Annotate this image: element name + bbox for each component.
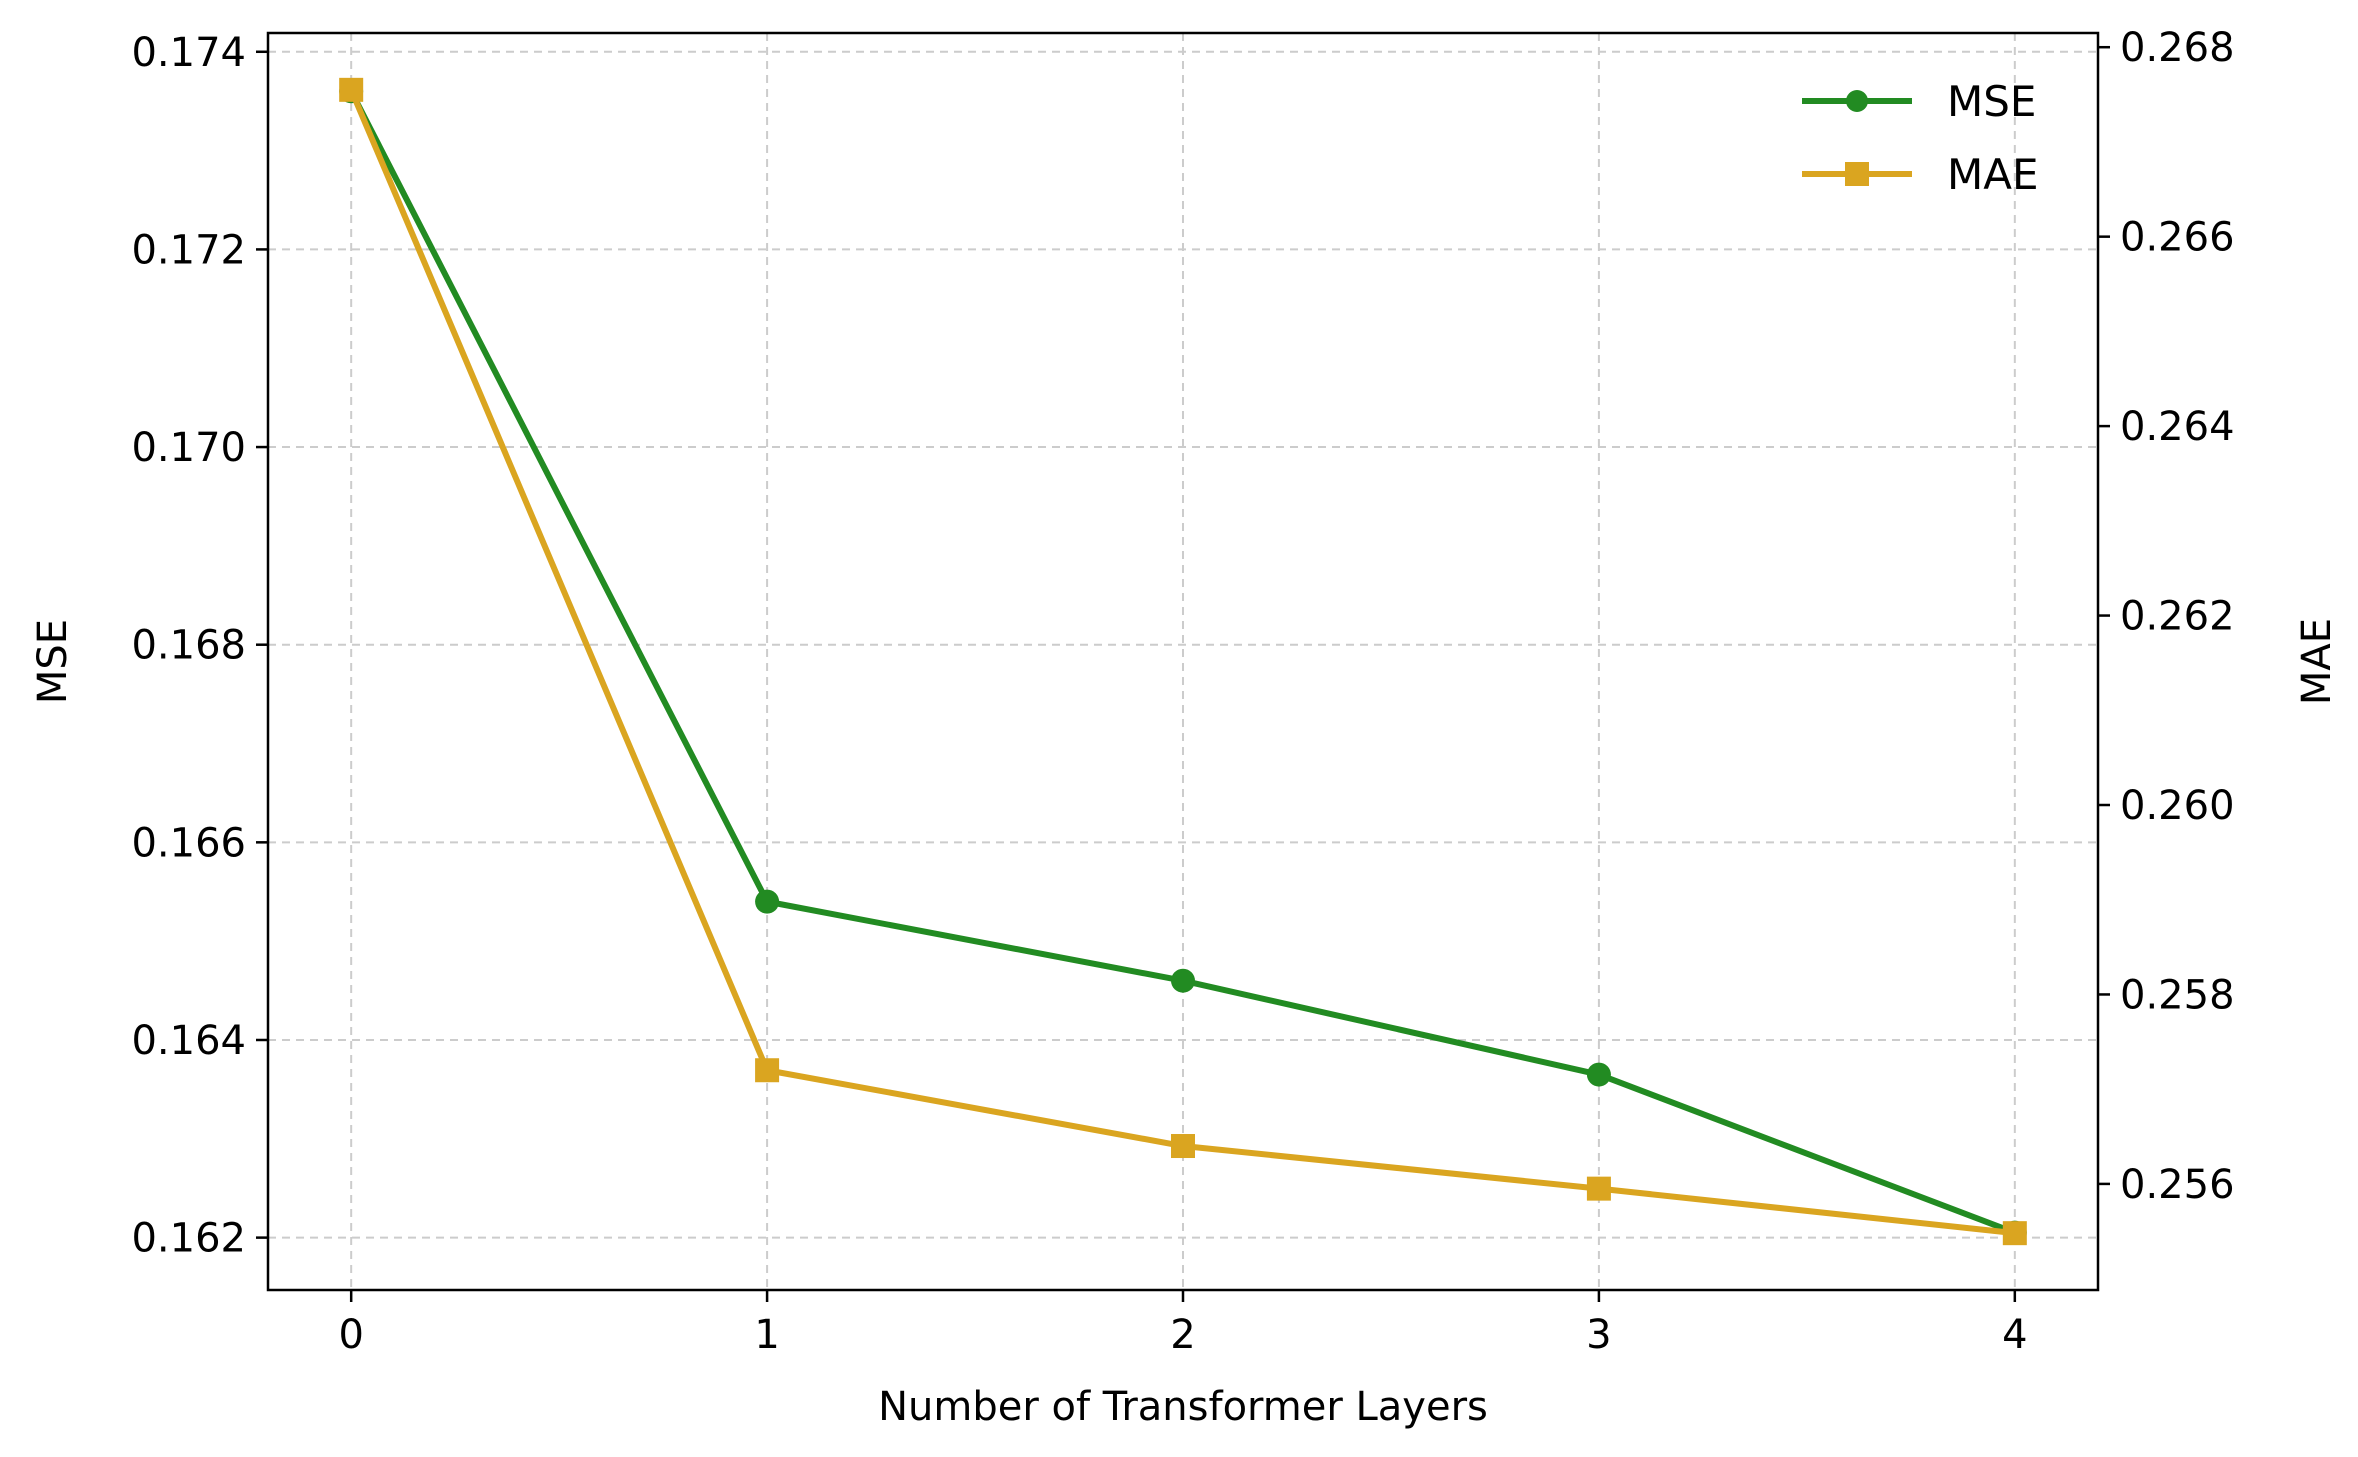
data-point-mae [1586,1176,1611,1201]
y-axis-right-title: MAE [2294,618,2340,705]
grid [268,33,2098,1290]
y-right-tick-label: 0.268 [2120,25,2235,71]
y-right-tick-label: 0.258 [2120,972,2235,1018]
legend-marker-mae [1845,162,1869,186]
data-point-mae [1171,1134,1195,1159]
data-point-mae [755,1058,780,1083]
x-tick-label: 1 [754,1312,779,1358]
legend-label-mae: MAE [1947,150,2039,199]
legend-label-mse: MSE [1947,77,2036,126]
y-left-tick-label: 0.168 [131,623,246,669]
data-point-mae [339,77,364,102]
data-point-mse [1171,968,1195,993]
x-tick-label: 3 [1586,1312,1611,1358]
legend-entry-mse: MSE [1802,77,2036,126]
y-left-tick-label: 0.170 [131,425,246,471]
legend-marker-mse [1846,90,1868,112]
y-left-tick-label: 0.174 [131,30,246,76]
y-axis-right: 0.256 0.258 0.260 0.262 0.264 0.266 0.268 [2098,25,2235,1208]
y-left-tick-label: 0.164 [131,1018,246,1064]
x-axis: 0 1 2 3 4 [338,1290,2028,1358]
y-axis-left-title: MSE [30,619,76,704]
x-axis-title: Number of Transformer Layers [878,1384,1488,1430]
y-left-tick-label: 0.172 [131,227,246,273]
y-axis-left: 0.162 0.164 0.166 0.168 0.170 0.172 0.174 [131,30,268,1262]
y-right-tick-label: 0.262 [2120,594,2235,640]
data-point-mse [755,889,780,914]
series-layer [339,77,2027,1246]
y-left-tick-label: 0.166 [131,820,246,866]
y-right-tick-label: 0.264 [2120,404,2235,450]
y-left-tick-label: 0.162 [131,1216,246,1262]
y-right-tick-label: 0.256 [2120,1162,2235,1208]
legend: MSE MAE [1802,77,2039,199]
data-point-mse [1586,1062,1611,1087]
x-tick-label: 4 [2002,1312,2027,1358]
legend-entry-mae: MAE [1802,150,2039,199]
x-tick-label: 0 [338,1312,363,1358]
y-right-tick-label: 0.260 [2120,783,2235,829]
x-tick-label: 2 [1170,1312,1195,1358]
y-right-tick-label: 0.266 [2120,215,2235,261]
data-point-mae [2002,1221,2027,1246]
